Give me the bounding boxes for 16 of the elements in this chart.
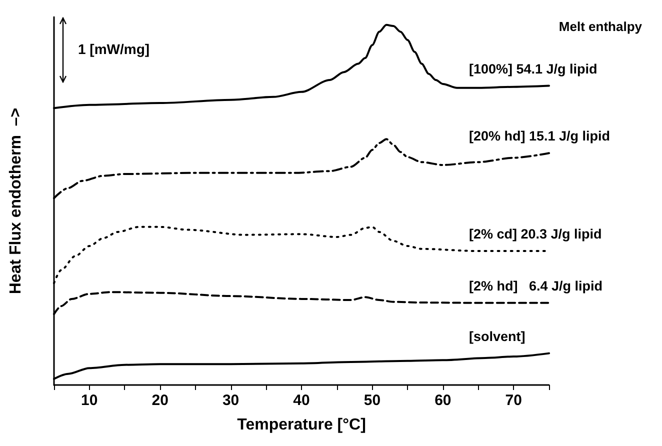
annotation: 1 [mW/mg] [78,41,150,57]
x-tick-label: 60 [434,392,452,409]
x-tick-label: 30 [222,392,240,409]
y-axis-title: Heat Flux endotherm –> [8,108,24,294]
x-tick-label: 70 [505,392,522,409]
legend-title: Melt enthalpy [558,19,643,34]
series-label: [100%] 54.1 J/g lipid [469,61,598,76]
series-label: [solvent] [469,328,526,344]
x-tick-label: 20 [152,392,168,409]
x-tick-label: 50 [364,392,381,409]
x-tick-label: 40 [293,392,310,409]
series-label: [2% hd] 6.4 J/g lipid [469,278,603,294]
x-tick-label: 10 [81,392,98,409]
x-axis-title: Temperature [°C] [237,416,366,434]
series-label: [2% cd] 20.3 J/g lipid [469,226,602,242]
series-label: [20% hd] 15.1 J/g lipid [469,128,610,144]
